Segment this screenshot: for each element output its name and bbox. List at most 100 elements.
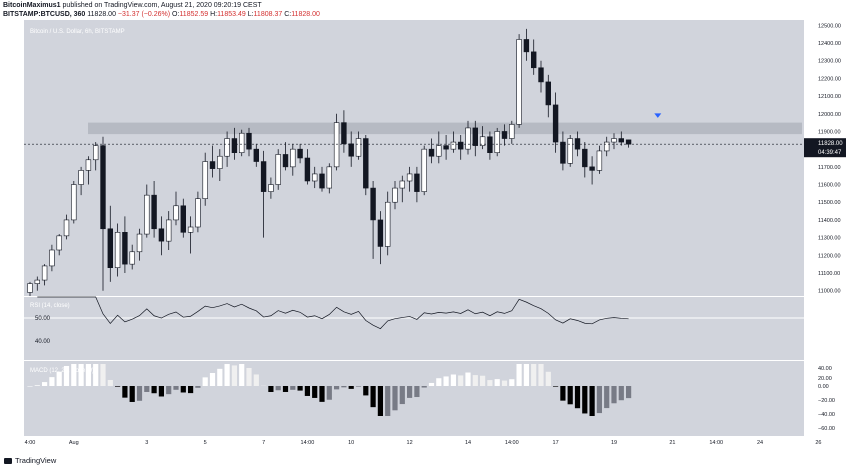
- candle[interactable]: [93, 145, 99, 161]
- candle[interactable]: [545, 81, 552, 106]
- candle[interactable]: [436, 145, 442, 157]
- candle[interactable]: [589, 166, 595, 171]
- candle[interactable]: [129, 251, 135, 265]
- candle[interactable]: [428, 148, 435, 157]
- candle[interactable]: [509, 124, 515, 139]
- candle[interactable]: [414, 173, 420, 192]
- candle[interactable]: [501, 131, 508, 139]
- candle[interactable]: [406, 173, 413, 182]
- candle[interactable]: [304, 157, 311, 182]
- candle[interactable]: [71, 184, 77, 221]
- macd-bar: [107, 379, 113, 386]
- candle[interactable]: [246, 132, 252, 150]
- candle[interactable]: [326, 166, 332, 189]
- candle[interactable]: [596, 150, 603, 171]
- candle[interactable]: [530, 51, 537, 69]
- candle[interactable]: [209, 161, 216, 169]
- candle[interactable]: [85, 159, 92, 171]
- candle[interactable]: [290, 148, 296, 168]
- candle[interactable]: [611, 138, 617, 143]
- candle[interactable]: [180, 205, 186, 233]
- candle[interactable]: [297, 148, 303, 159]
- candle[interactable]: [421, 148, 427, 192]
- macd-bar: [158, 386, 164, 397]
- candle[interactable]: [516, 39, 522, 125]
- candle[interactable]: [348, 143, 354, 157]
- candle[interactable]: [268, 184, 274, 192]
- macd-pane[interactable]: [24, 361, 804, 436]
- candle[interactable]: [341, 122, 347, 145]
- candle[interactable]: [457, 141, 464, 150]
- candle[interactable]: [187, 226, 194, 233]
- candle[interactable]: [282, 154, 289, 168]
- candle[interactable]: [560, 141, 566, 164]
- rsi-pane[interactable]: [24, 297, 804, 360]
- candle[interactable]: [166, 219, 172, 242]
- candle[interactable]: [582, 148, 588, 168]
- candle[interactable]: [136, 233, 143, 253]
- candle[interactable]: [523, 39, 530, 53]
- candle[interactable]: [574, 138, 581, 150]
- candle[interactable]: [202, 161, 208, 199]
- candle[interactable]: [625, 139, 632, 145]
- last-price: 11828.00: [87, 11, 116, 18]
- candle[interactable]: [100, 145, 106, 230]
- candle[interactable]: [319, 173, 325, 189]
- candle[interactable]: [151, 194, 157, 230]
- candle[interactable]: [275, 154, 281, 185]
- candle[interactable]: [494, 131, 500, 153]
- low-label: L:: [247, 11, 254, 18]
- time-tick-label: 14:00: [505, 440, 519, 446]
- price-axis[interactable]: [804, 20, 850, 436]
- candle[interactable]: [333, 122, 340, 168]
- candle[interactable]: [224, 138, 230, 157]
- candle[interactable]: [384, 201, 391, 247]
- candle[interactable]: [260, 161, 267, 192]
- candle[interactable]: [195, 198, 201, 228]
- candle[interactable]: [443, 145, 449, 150]
- candle[interactable]: [538, 67, 544, 83]
- candle[interactable]: [567, 138, 573, 164]
- candle[interactable]: [363, 138, 369, 189]
- candle[interactable]: [618, 138, 625, 143]
- candle[interactable]: [487, 136, 493, 153]
- candle[interactable]: [114, 232, 121, 268]
- candle[interactable]: [450, 141, 457, 150]
- candle[interactable]: [217, 155, 223, 169]
- candle[interactable]: [603, 141, 610, 152]
- candle[interactable]: [392, 187, 398, 203]
- candle[interactable]: [158, 228, 165, 242]
- candle[interactable]: [239, 132, 245, 153]
- candle[interactable]: [253, 148, 259, 162]
- candle[interactable]: [144, 194, 150, 235]
- candle[interactable]: [78, 170, 84, 185]
- candle[interactable]: [479, 136, 486, 146]
- macd-bar: [538, 364, 544, 386]
- author-name[interactable]: BitcoinMaximus1: [3, 2, 61, 9]
- candle[interactable]: [311, 173, 318, 182]
- candle[interactable]: [355, 138, 362, 157]
- price-pane[interactable]: [24, 20, 804, 296]
- resistance-zone[interactable]: [88, 122, 802, 135]
- candle[interactable]: [63, 219, 70, 237]
- price-tick-label: 12500.00: [818, 23, 841, 29]
- tradingview-logo[interactable]: TradingView: [4, 456, 56, 465]
- candle[interactable]: [122, 232, 128, 265]
- candle[interactable]: [465, 127, 471, 150]
- candle[interactable]: [41, 265, 48, 281]
- candle[interactable]: [399, 180, 405, 189]
- candle[interactable]: [27, 283, 33, 293]
- candle[interactable]: [231, 138, 238, 153]
- macd-bar: [407, 386, 413, 398]
- candle[interactable]: [107, 228, 114, 268]
- candle[interactable]: [552, 104, 559, 143]
- candle[interactable]: [377, 219, 384, 247]
- candle[interactable]: [34, 279, 41, 284]
- candle[interactable]: [49, 249, 55, 267]
- candle[interactable]: [472, 127, 478, 146]
- candle[interactable]: [56, 235, 62, 251]
- candle[interactable]: [173, 205, 179, 221]
- candle[interactable]: [370, 187, 376, 221]
- macd-bar: [428, 382, 435, 386]
